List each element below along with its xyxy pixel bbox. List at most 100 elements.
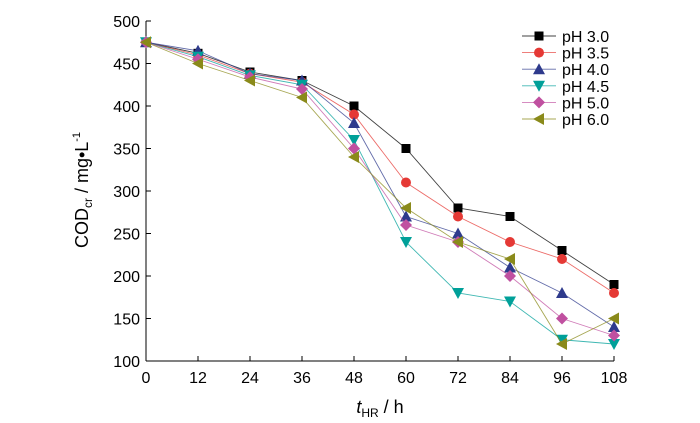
legend-marker: [534, 47, 544, 58]
x-tick-label: 24: [241, 370, 259, 387]
y-tick-label: 350: [113, 142, 140, 159]
data-point: [504, 253, 515, 265]
data-point: [608, 321, 620, 332]
x-axis-title-sub: HR: [361, 406, 379, 420]
data-point: [557, 246, 567, 255]
x-tick-label: 108: [601, 370, 628, 387]
x-tick-label: 72: [449, 370, 467, 387]
legend-marker: [534, 31, 544, 41]
data-point: [401, 144, 411, 153]
y-axis-title-main: COD: [72, 208, 92, 248]
y-axis-title-unit: / mg•L: [72, 142, 92, 198]
series-ph-4.5: [140, 37, 620, 350]
series-line: [145, 41, 615, 328]
legend-marker: [533, 63, 545, 75]
legend-item: pH 6.0: [522, 112, 609, 129]
x-tick-label: 84: [501, 370, 519, 387]
y-tick-label: 150: [113, 312, 140, 329]
y-tick-label: 250: [113, 227, 140, 244]
y-tick-label: 400: [113, 99, 140, 116]
data-point: [400, 202, 411, 214]
series-ph-6.0: [140, 36, 619, 350]
data-point: [609, 288, 619, 298]
legend-marker: [533, 96, 545, 109]
data-point: [349, 109, 359, 120]
data-point: [348, 142, 360, 155]
legend-label: pH 3.5: [562, 46, 609, 63]
legend-item: pH 4.0: [522, 62, 609, 79]
data-point: [504, 270, 516, 282]
data-point: [400, 219, 412, 231]
legend-label: pH 6.0: [562, 112, 609, 129]
y-tick-label: 300: [113, 184, 140, 201]
series-line: [145, 41, 615, 345]
x-tick-label: 48: [345, 370, 363, 387]
data-point: [505, 237, 515, 247]
data-point: [348, 117, 360, 128]
legend-label: pH 3.0: [562, 29, 609, 46]
data-point: [349, 101, 359, 111]
data-point: [556, 334, 568, 346]
data-point: [453, 211, 463, 222]
data-point: [400, 237, 412, 248]
data-point: [504, 296, 516, 308]
legend: pH 3.0pH 3.5pH 4.0pH 4.5pH 5.0pH 6.0: [522, 29, 609, 129]
data-point: [140, 36, 151, 49]
x-axis: 0 12 24 36 48 60 72 84 96 108: [142, 356, 628, 387]
y-tick-label: 100: [113, 354, 140, 371]
data-point: [453, 203, 463, 213]
data-point: [608, 329, 620, 342]
legend-item: pH 3.5: [522, 46, 609, 63]
data-point: [452, 288, 464, 299]
x-axis-title-unit: / h: [379, 397, 404, 417]
x-tick-label: 96: [553, 370, 571, 387]
data-point: [556, 338, 567, 350]
data-point: [244, 74, 255, 87]
y-tick-label: 200: [113, 269, 140, 286]
data-point: [192, 57, 203, 70]
y-axis-title-sup: -1: [71, 132, 83, 142]
data-point: [296, 83, 308, 95]
data-point: [452, 236, 463, 248]
legend-marker: [533, 113, 544, 125]
legend-label: pH 4.5: [562, 79, 609, 96]
series-ph-4.0: [140, 36, 620, 332]
x-axis-title: tHR / h: [356, 397, 403, 420]
legend-label: pH 5.0: [562, 95, 609, 112]
legend-item: pH 3.0: [522, 29, 609, 46]
legend-item: pH 4.5: [522, 79, 609, 96]
y-tick-label: 500: [113, 14, 140, 31]
data-point: [400, 210, 412, 222]
series-line: [145, 41, 615, 285]
series-ph-5.0: [140, 36, 620, 342]
data-point: [401, 177, 411, 188]
series-ph-3.0: [141, 37, 619, 289]
y-axis-title: CODcr / mg•L-1: [71, 132, 95, 248]
data-point: [608, 312, 619, 325]
y-tick-label: 450: [113, 57, 140, 74]
legend-label: pH 4.0: [562, 62, 609, 79]
data-point: [608, 339, 620, 350]
data-point: [296, 91, 307, 104]
data-point: [556, 312, 568, 325]
data-point: [348, 135, 360, 146]
x-tick-label: 0: [142, 370, 151, 387]
series-layer: [140, 36, 620, 350]
data-point: [609, 280, 619, 289]
y-axis-title-sub: cr: [81, 198, 95, 208]
series-line: [145, 41, 615, 294]
series-ph-3.5: [141, 37, 619, 298]
data-point: [452, 227, 464, 239]
legend-item: pH 5.0: [522, 95, 609, 112]
x-tick-label: 12: [189, 370, 207, 387]
x-tick-label: 60: [397, 370, 415, 387]
y-axis: 100 150 200 250 300 350 400 450 500: [113, 14, 151, 371]
data-point: [556, 287, 568, 298]
series-line: [145, 41, 615, 345]
series-line: [145, 41, 615, 336]
x-axis-title-main: t: [356, 397, 362, 417]
data-point: [557, 254, 567, 264]
data-point: [505, 212, 515, 221]
legend-marker: [533, 80, 545, 92]
